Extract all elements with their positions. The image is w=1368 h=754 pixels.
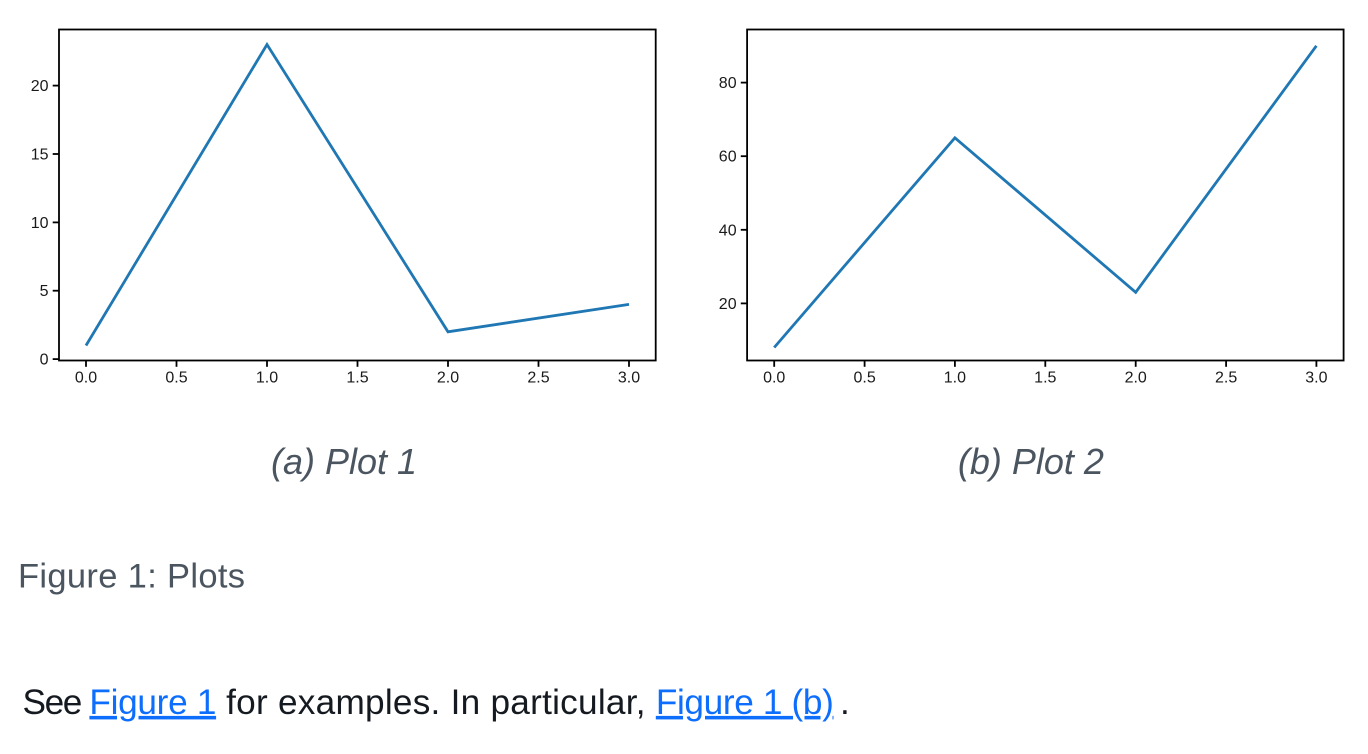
svg-text:1.0: 1.0: [944, 370, 966, 387]
svg-text:15: 15: [31, 147, 49, 164]
svg-text:Figure 1: Plots: Figure 1: Plots: [18, 558, 245, 596]
svg-text:0.5: 0.5: [165, 370, 187, 387]
svg-text:2.0: 2.0: [1125, 370, 1147, 387]
svg-text:1.5: 1.5: [346, 370, 368, 387]
svg-text:(b) Plot 2: (b) Plot 2: [958, 441, 1104, 482]
svg-text:10: 10: [31, 215, 49, 232]
svg-text:40: 40: [719, 222, 737, 239]
svg-text:0: 0: [40, 352, 49, 369]
svg-text:2.5: 2.5: [1215, 370, 1237, 387]
svg-text:5: 5: [40, 283, 49, 300]
svg-text:20: 20: [31, 78, 49, 95]
svg-text:1.5: 1.5: [1034, 370, 1056, 387]
svg-text:See Figure 1 for examples. In: See Figure 1 for examples. In particular…: [23, 683, 850, 722]
svg-text:80: 80: [719, 75, 737, 92]
svg-text:3.0: 3.0: [1305, 370, 1327, 387]
svg-text:(a) Plot 1: (a) Plot 1: [271, 441, 417, 482]
svg-text:2.5: 2.5: [527, 370, 549, 387]
svg-text:20: 20: [719, 296, 737, 313]
svg-text:60: 60: [719, 149, 737, 166]
svg-text:3.0: 3.0: [618, 370, 640, 387]
svg-text:0.5: 0.5: [853, 370, 875, 387]
svg-text:2.0: 2.0: [437, 370, 459, 387]
svg-text:1.0: 1.0: [256, 370, 278, 387]
svg-text:0.0: 0.0: [75, 370, 97, 387]
svg-text:0.0: 0.0: [763, 370, 785, 387]
